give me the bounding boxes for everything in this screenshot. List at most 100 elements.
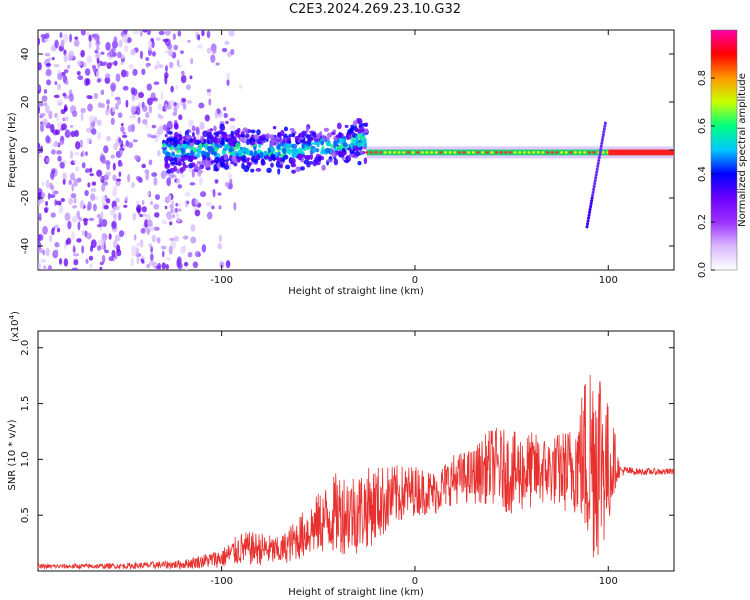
spectrogram-cell — [197, 160, 202, 165]
spectrogram-cell — [270, 146, 275, 152]
spectrogram-cell — [121, 34, 128, 43]
spectrogram-spike-cell — [591, 190, 595, 194]
spectrogram-ytick-label: -20 — [20, 190, 31, 206]
spectrogram-cell — [185, 134, 190, 139]
spectrogram-cell — [40, 258, 47, 264]
spectrogram-line-cell — [550, 151, 554, 154]
spectrogram-cell — [127, 125, 133, 133]
spectrogram-cell — [73, 253, 80, 257]
spectrogram-cell — [46, 79, 52, 86]
spectrogram-cell — [99, 227, 103, 232]
spectrogram-cell — [150, 201, 153, 205]
spectrogram-cell — [49, 234, 53, 243]
spectrogram-cell — [263, 150, 268, 157]
spectrogram-cell — [256, 149, 262, 154]
spectrogram-cell — [291, 169, 297, 174]
spectrogram-spike-cell — [597, 158, 601, 163]
spectrogram-cell — [189, 182, 196, 186]
spectrogram-spike-cell — [600, 141, 604, 145]
spectrogram-cell — [56, 150, 62, 155]
spectrogram-cell — [96, 213, 102, 219]
spectrogram-cell — [274, 140, 279, 145]
spectrogram-cell — [56, 115, 60, 122]
spectrogram-cell — [184, 155, 188, 161]
spectrogram-cell — [178, 114, 183, 121]
spectrogram-cell — [206, 88, 212, 93]
spectrogram-cell — [83, 219, 88, 226]
spectrogram-cell — [301, 142, 305, 149]
spectrogram-cell — [117, 112, 123, 119]
spectrogram-cell — [306, 146, 311, 151]
spectrogram-cell — [109, 49, 115, 58]
spectrogram-cell — [45, 247, 50, 257]
spectrogram-line-cell — [471, 151, 475, 154]
spectrogram-cell — [38, 201, 41, 207]
spectrogram-line-cell — [402, 151, 406, 154]
page-title: C2E3.2024.269.23.10.G32 — [288, 2, 462, 17]
spectrogram-cell — [279, 163, 283, 169]
spectrogram-cell — [283, 133, 288, 139]
spectrogram-cell — [177, 160, 182, 167]
spectrogram-cell — [176, 177, 181, 185]
spectrogram-cell — [181, 97, 187, 103]
svg-text:(x104): (x104) — [8, 311, 21, 342]
spectrogram-cell — [222, 125, 226, 131]
spectrogram-cell — [168, 194, 172, 202]
spectrogram-cell — [190, 224, 196, 232]
spectrogram-cell — [42, 118, 48, 127]
spectrogram-spike-cell — [599, 147, 603, 151]
spectrogram-line-cell — [411, 151, 415, 154]
spectrogram-cell — [258, 143, 262, 148]
spectrogram-line-cell — [583, 151, 587, 154]
spectrogram-cell — [92, 64, 97, 73]
spectrogram-cell — [89, 173, 94, 177]
colorbar-label: Normalized spectral amplitude — [737, 73, 748, 227]
spectrogram-cell — [158, 30, 165, 36]
spectrogram-cell — [217, 192, 222, 196]
spectrogram-cell — [148, 159, 153, 166]
spectrogram-cell — [39, 123, 45, 133]
spectrogram-line-cell — [578, 151, 582, 154]
spectrogram-cell — [164, 65, 168, 73]
spectrogram-cell — [62, 178, 66, 185]
spectrogram-cell — [44, 207, 48, 214]
spectrogram-ytick-label: -40 — [20, 238, 31, 254]
spectrogram-spike-cell — [601, 133, 605, 137]
spectrogram-cell — [148, 260, 155, 266]
spectrogram-cell — [60, 197, 65, 202]
spectrogram-cell — [111, 249, 116, 258]
spectrogram-cell — [226, 72, 230, 82]
spectrogram-cell — [118, 230, 125, 238]
spectrogram-cell — [80, 107, 86, 114]
spectrogram-cell — [218, 205, 222, 210]
spectrogram-cell — [87, 95, 93, 100]
spectrogram-cell — [306, 154, 311, 161]
spectrogram-spike-cell — [586, 219, 590, 223]
spectrogram-cell — [349, 141, 353, 148]
spectrogram-cell — [220, 137, 225, 143]
spectrogram-cell — [165, 264, 169, 270]
spectrogram-cell — [238, 84, 243, 89]
spectrogram-cell — [214, 156, 220, 163]
spectrogram-cell — [42, 249, 45, 256]
spectrogram-cell — [59, 161, 65, 169]
spectrogram-line-cell — [601, 151, 605, 154]
spectrogram-cell — [54, 143, 59, 147]
spectrogram-cell — [49, 193, 56, 199]
spectrogram-cell — [200, 191, 207, 198]
spectrogram-cell — [71, 231, 75, 241]
spectrogram-cell — [48, 110, 53, 120]
spectrogram-cell — [123, 230, 127, 236]
spectrogram-cell — [256, 129, 261, 136]
spectrogram-cell — [179, 140, 184, 144]
spectrogram-cell — [165, 139, 169, 145]
spectrogram-cell — [166, 137, 172, 141]
spectrogram-cell — [177, 30, 182, 37]
spectrogram-cell — [145, 112, 150, 119]
spectrogram-cell — [139, 213, 144, 218]
spectrogram-cell — [88, 255, 94, 261]
spectrogram-spike-cell — [588, 210, 592, 214]
spectrogram-cell — [73, 39, 80, 47]
spectrogram-cell — [168, 245, 173, 255]
spectrogram-line-cell — [420, 151, 424, 154]
